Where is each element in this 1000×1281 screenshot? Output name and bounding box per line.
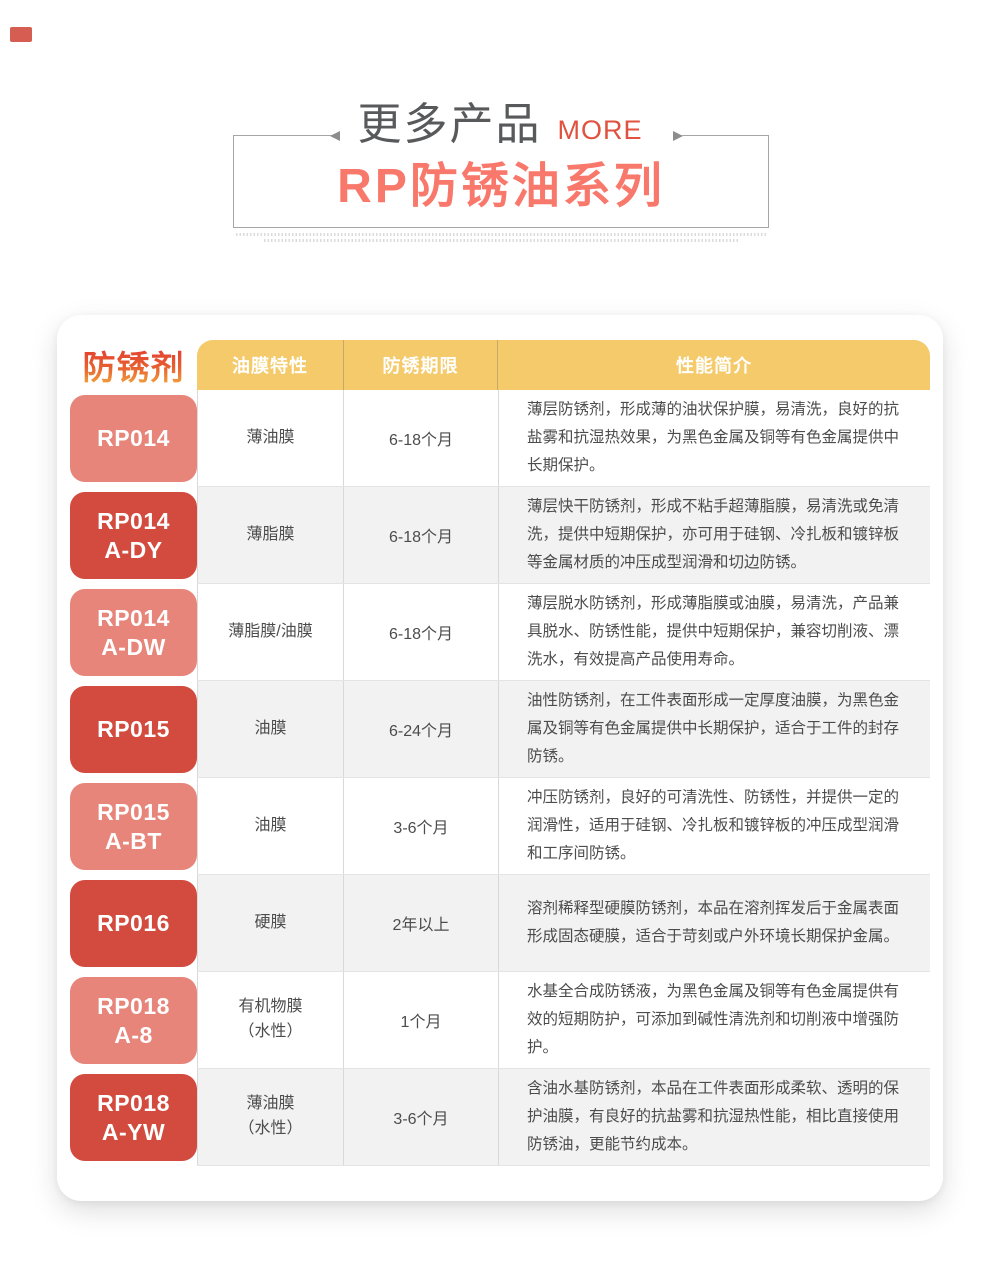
row-cells: 薄脂膜 6-18个月 薄层快干防锈剂，形成不粘手超薄脂膜，易清洗或免清洗，提供中…	[197, 487, 930, 584]
desc-cell: 薄层脱水防锈剂，形成薄脂膜或油膜，易清洗，产品兼具脱水、防锈性能，提供中短期保护…	[498, 584, 930, 680]
period-cell: 6-18个月	[343, 584, 498, 680]
section-header: 更多产品 MORE	[0, 88, 1000, 152]
table-row: RP014 A-DY 薄脂膜 6-18个月 薄层快干防锈剂，形成不粘手超薄脂膜，…	[70, 487, 930, 584]
corner-label-wrap: 防锈剂	[70, 340, 197, 390]
product-badge: RP014	[70, 395, 197, 482]
product-badge-wrap: RP014	[70, 390, 197, 487]
desc-cell: 薄层防锈剂，形成薄的油状保护膜，易清洗，良好的抗盐雾和抗湿热效果，为黑色金属及铜…	[498, 390, 930, 486]
product-badge: RP015	[70, 686, 197, 773]
film-cell: 油膜	[197, 681, 343, 777]
corner-label: 防锈剂	[83, 341, 185, 389]
product-badge: RP014 A-DY	[70, 492, 197, 579]
table-row: RP015 油膜 6-24个月 油性防锈剂，在工件表面形成一定厚度油膜，为黑色金…	[70, 681, 930, 778]
table-row: RP014 薄油膜 6-18个月 薄层防锈剂，形成薄的油状保护膜，易清洗，良好的…	[70, 390, 930, 487]
film-cell: 薄脂膜/油膜	[197, 584, 343, 680]
product-badge-wrap: RP018 A-8	[70, 972, 197, 1069]
period-cell: 6-18个月	[343, 487, 498, 583]
product-badge-wrap: RP014 A-DW	[70, 584, 197, 681]
table-row: RP014 A-DW 薄脂膜/油膜 6-18个月 薄层脱水防锈剂，形成薄脂膜或油…	[70, 584, 930, 681]
table-rows: RP014 薄油膜 6-18个月 薄层防锈剂，形成薄的油状保护膜，易清洗，良好的…	[70, 390, 930, 1166]
corner-mark	[10, 27, 32, 42]
table-row: RP018 A-8 有机物膜 （水性） 1个月 水基全合成防锈液，为黑色金属及铜…	[70, 972, 930, 1069]
table-row: RP018 A-YW 薄油膜 （水性） 3-6个月 含油水基防锈剂，本品在工件表…	[70, 1069, 930, 1166]
film-cell: 硬膜	[197, 875, 343, 971]
column-header-period: 防锈期限	[343, 340, 498, 390]
product-badge-wrap: RP015	[70, 681, 197, 778]
desc-cell: 冲压防锈剂，良好的可清洗性、防锈性，并提供一定的润滑性，适用于硅钢、冷扎板和镀锌…	[498, 778, 930, 874]
film-cell: 薄脂膜	[197, 487, 343, 583]
product-badge-wrap: RP014 A-DY	[70, 487, 197, 584]
film-cell: 薄油膜	[197, 390, 343, 486]
decor-line-right	[681, 135, 768, 136]
film-cell: 薄油膜 （水性）	[197, 1069, 343, 1165]
fine-print-strip	[236, 233, 766, 242]
fine-print-line	[236, 233, 766, 236]
row-cells: 有机物膜 （水性） 1个月 水基全合成防锈液，为黑色金属及铜等有色金属提供有效的…	[197, 972, 930, 1069]
desc-cell: 含油水基防锈剂，本品在工件表面形成柔软、透明的保护油膜，有良好的抗盐雾和抗湿热性…	[498, 1069, 930, 1165]
desc-cell: 薄层快干防锈剂，形成不粘手超薄脂膜，易清洗或免清洗，提供中短期保护，亦可用于硅钢…	[498, 487, 930, 583]
product-badge: RP014 A-DW	[70, 589, 197, 676]
period-cell: 3-6个月	[343, 1069, 498, 1165]
decor-line-left	[234, 135, 332, 136]
product-badge: RP018 A-YW	[70, 1074, 197, 1161]
product-badge-wrap: RP016	[70, 875, 197, 972]
column-header-bar: 油膜特性 防锈期限 性能简介	[197, 340, 930, 390]
column-header-film: 油膜特性	[232, 356, 308, 376]
more-products-label: 更多产品	[357, 100, 542, 149]
row-cells: 硬膜 2年以上 溶剂稀释型硬膜防锈剂，本品在溶剂挥发后于金属表面形成固态硬膜，适…	[197, 875, 930, 972]
arrow-left-icon	[330, 131, 340, 141]
row-cells: 薄脂膜/油膜 6-18个月 薄层脱水防锈剂，形成薄脂膜或油膜，易清洗，产品兼具脱…	[197, 584, 930, 681]
product-badge-wrap: RP015 A-BT	[70, 778, 197, 875]
desc-cell: 水基全合成防锈液，为黑色金属及铜等有色金属提供有效的短期防护，可添加到碱性清洗剂…	[498, 972, 930, 1068]
product-badge: RP015 A-BT	[70, 783, 197, 870]
row-cells: 薄油膜 （水性） 3-6个月 含油水基防锈剂，本品在工件表面形成柔软、透明的保护…	[197, 1069, 930, 1166]
film-cell: 有机物膜 （水性）	[197, 972, 343, 1068]
period-cell: 3-6个月	[343, 778, 498, 874]
arrow-right-icon	[673, 131, 683, 141]
film-cell: 油膜	[197, 778, 343, 874]
table-row: RP016 硬膜 2年以上 溶剂稀释型硬膜防锈剂，本品在溶剂挥发后于金属表面形成…	[70, 875, 930, 972]
product-badge-wrap: RP018 A-YW	[70, 1069, 197, 1166]
more-label-en: MORE	[557, 115, 643, 145]
series-title-box: RP防锈油系列	[233, 131, 769, 228]
period-cell: 2年以上	[343, 875, 498, 971]
product-table-card: 防锈剂 油膜特性 防锈期限 性能简介 RP014 薄油膜 6-18个月 薄层防锈…	[57, 315, 943, 1201]
product-badge: RP018 A-8	[70, 977, 197, 1064]
table-row: RP015 A-BT 油膜 3-6个月 冲压防锈剂，良好的可清洗性、防锈性，并提…	[70, 778, 930, 875]
desc-cell: 溶剂稀释型硬膜防锈剂，本品在溶剂挥发后于金属表面形成固态硬膜，适合于苛刻或户外环…	[498, 875, 930, 971]
period-cell: 1个月	[343, 972, 498, 1068]
row-cells: 油膜 3-6个月 冲压防锈剂，良好的可清洗性、防锈性，并提供一定的润滑性，适用于…	[197, 778, 930, 875]
desc-cell: 油性防锈剂，在工件表面形成一定厚度油膜，为黑色金属及铜等有色金属提供中长期保护，…	[498, 681, 930, 777]
row-cells: 油膜 6-24个月 油性防锈剂，在工件表面形成一定厚度油膜，为黑色金属及铜等有色…	[197, 681, 930, 778]
row-cells: 薄油膜 6-18个月 薄层防锈剂，形成薄的油状保护膜，易清洗，良好的抗盐雾和抗湿…	[197, 390, 930, 487]
period-cell: 6-24个月	[343, 681, 498, 777]
period-cell: 6-18个月	[343, 390, 498, 486]
product-badge: RP016	[70, 880, 197, 967]
fine-print-line	[264, 239, 738, 242]
table-header: 防锈剂 油膜特性 防锈期限 性能简介	[70, 340, 930, 390]
series-title: RP防锈油系列	[337, 160, 665, 213]
column-header-desc: 性能简介	[676, 356, 752, 376]
